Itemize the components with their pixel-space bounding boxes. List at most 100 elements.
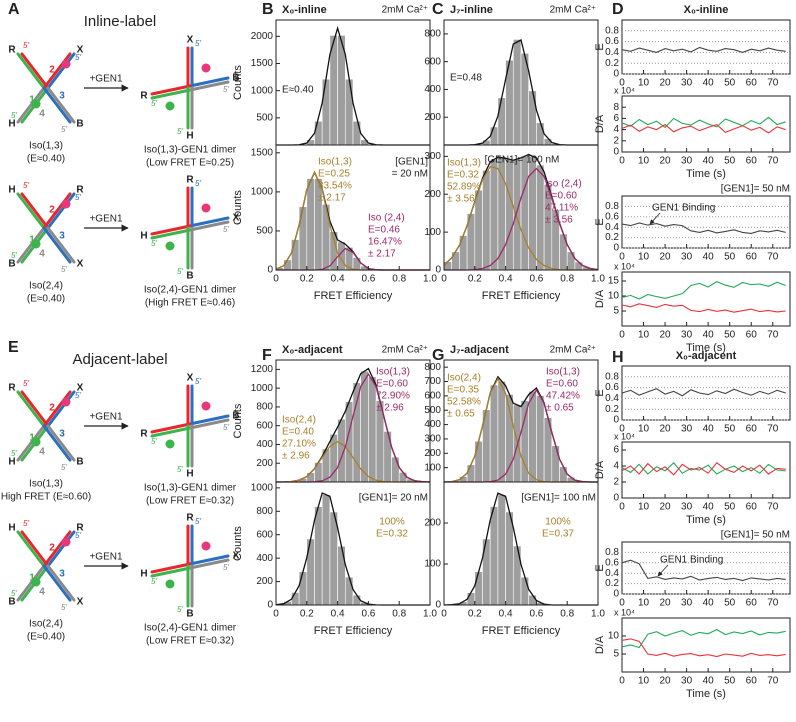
trace [622,125,786,133]
x-tick-label: 0.8 [392,274,406,285]
dye [62,538,71,547]
plot-frame [622,618,790,672]
five-prime: 5' [75,53,81,62]
annotation: E≈0.40 [282,85,314,96]
bar [490,127,498,145]
five-prime: 5' [177,465,183,474]
dye [166,440,175,449]
y-tick-label: 0.6 [605,382,619,393]
annotation: 52.89% [447,182,481,193]
dye [62,398,71,407]
y-tick-label: 0.8 [605,547,619,558]
x-tick-label: 30 [681,598,693,609]
y-tick-label: 200 [256,458,273,469]
annotation: ± 3.56 [447,194,475,205]
five-prime: 5' [23,181,29,190]
bar [567,252,575,270]
x-tick-label: 40 [703,156,715,167]
axis-multiplier: x 10⁴ [614,85,635,95]
bar [315,507,323,605]
x-tick-label: 0.4 [499,609,513,620]
y-tick-label: 5 [613,306,619,317]
strand-number: 3 [59,91,65,102]
x-tick-label: 0.4 [331,274,345,285]
chart-title: X₀-adjacent [282,344,343,356]
caption: (E≈0.40) [27,294,65,305]
arm-label: R [186,175,194,186]
five-prime: 5' [151,437,157,446]
strand-number: 3 [59,429,65,440]
bar [483,170,491,270]
dye [166,102,175,111]
y-tick-label: 10 [608,631,620,642]
annotation: [GEN1]= 100 nM [485,155,560,166]
y-tick-label: 400 [424,84,441,95]
five-prime: 5' [75,391,81,400]
five-prime: 5' [11,111,17,120]
y-tick-label: 600 [256,420,273,431]
bar [361,371,369,482]
x-tick-label: 20 [660,424,672,435]
bar [345,79,353,145]
y-tick-label: 2 [613,477,619,488]
x-tick-label: 10 [638,676,650,687]
y-tick-label: 10 [608,291,620,302]
chart-subtitle: 2mM Ca²⁺ [550,5,596,16]
x-axis-label: Time (s) [686,168,726,180]
y-tick-label: 5 [613,649,619,660]
x-tick-label: 40 [703,252,715,263]
y-tick-label: 15 [608,276,620,287]
x-tick-label: 1.0 [591,609,605,620]
x-tick-label: 0.6 [529,609,543,620]
y-tick-label: 0.4 [605,222,619,233]
five-prime: 5' [75,531,81,540]
x-tick-label: 0 [273,274,279,285]
caption: (Low FRET E≈0.25) [146,158,234,169]
y-tick-label: 0.8 [605,371,619,382]
arm-label: B [8,259,15,270]
x-tick-label: 40 [703,502,715,513]
x-tick-label: 50 [724,598,736,609]
five-prime: 5' [177,127,183,136]
x-tick-label: 70 [767,78,779,89]
x-tick-label: 70 [767,598,779,609]
y-tick-label: 0.2 [605,232,619,243]
bar [299,572,307,605]
x-tick-label: 70 [767,156,779,167]
panel-label: F [262,347,272,364]
x-tick-label: 0 [619,502,625,513]
bar [560,234,568,270]
y-tick-label: 0.2 [605,404,619,415]
x-tick-label: 10 [638,502,650,513]
annotation: E=0.60 [546,379,578,390]
x-tick-label: 10 [638,330,650,341]
panel-label: B [262,1,274,18]
x-tick-label: 30 [681,676,693,687]
annotation-arrow [658,565,668,576]
y-tick-label: 2000 [251,31,274,42]
annotation: E=0.60 [376,379,408,390]
y-tick-label: 0.2 [605,578,619,589]
y-tick-label: 1500 [251,58,274,69]
five-prime: 5' [177,267,183,276]
x-axis-label: Time (s) [686,514,726,526]
y-axis-label: E [594,43,606,50]
x-tick-label: 40 [703,78,715,89]
x-tick-label: 0.8 [560,274,574,285]
arm-label: R [140,91,148,102]
x-tick-label: 1.0 [591,274,605,285]
bar [475,572,483,605]
arm-label: B [8,597,15,608]
x-tick-label: 60 [746,598,758,609]
trace [622,282,786,299]
strand [44,228,70,262]
annotation: ± 3.56 [545,215,573,226]
arm-label: X [187,373,194,384]
x-axis-label: FRET Efficiency [482,290,561,302]
strand [22,392,48,426]
arm-label: H [8,457,15,468]
x-tick-label: 30 [681,78,693,89]
y-axis-label: E [594,389,606,396]
strand-number: 4 [39,447,45,458]
five-prime: 5' [23,519,29,528]
